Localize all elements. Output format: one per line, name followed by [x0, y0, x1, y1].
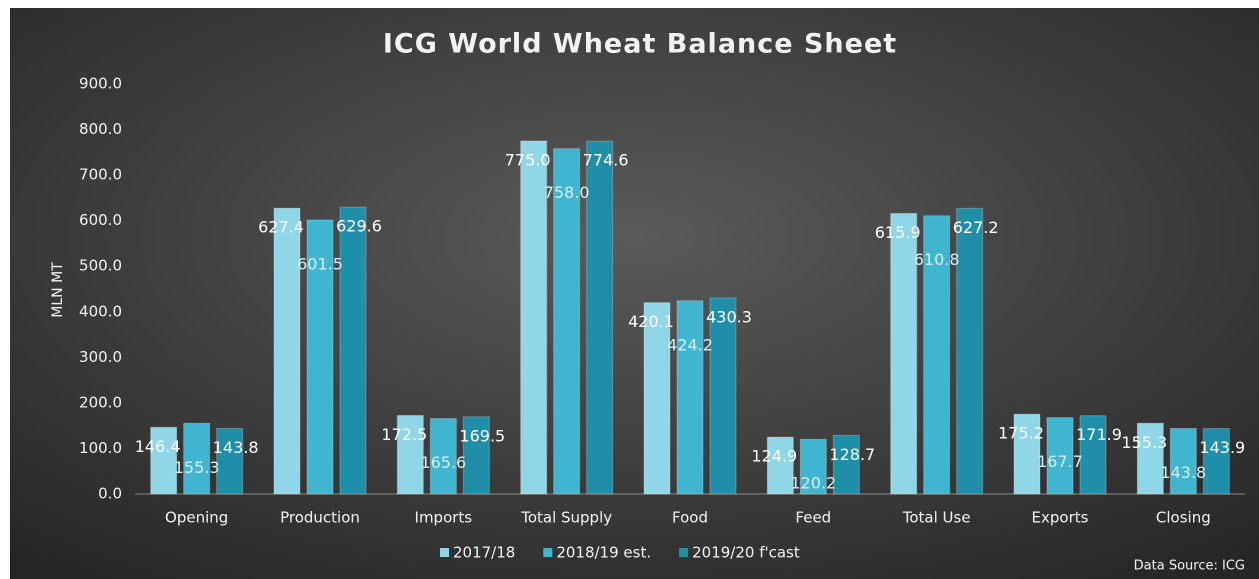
data-label: 155.3 — [174, 458, 220, 477]
legend-label: 2017/18 — [453, 544, 515, 562]
data-label: 420.1 — [628, 312, 674, 331]
data-label: 629.6 — [336, 217, 382, 236]
bar — [462, 416, 490, 495]
data-label: 171.9 — [1076, 425, 1122, 444]
data-label: 167.7 — [1037, 452, 1083, 471]
bar — [956, 207, 984, 495]
bar — [216, 427, 244, 495]
bar — [799, 438, 827, 495]
x-tick-label: Closing — [1156, 509, 1211, 527]
data-label: 615.9 — [875, 223, 921, 242]
data-label: 143.8 — [213, 438, 259, 457]
x-tick-label: Exports — [1032, 509, 1089, 527]
legend-swatch — [440, 548, 449, 557]
bar — [832, 434, 860, 495]
bar — [183, 422, 211, 495]
bar — [676, 300, 704, 495]
data-label: 155.3 — [1121, 433, 1167, 452]
bar — [273, 207, 301, 495]
legend-swatch — [679, 548, 689, 557]
bar — [339, 206, 367, 495]
x-tick-label: Total Use — [902, 509, 971, 527]
data-label: 169.5 — [459, 426, 505, 445]
bar — [643, 302, 671, 495]
legend-label: 2019/20 f'cast — [692, 544, 800, 562]
bar — [306, 219, 334, 495]
data-label: 774.6 — [583, 151, 629, 170]
bar — [586, 140, 614, 495]
y-tick-label: 600.0 — [79, 211, 122, 229]
data-label: 146.4 — [135, 437, 181, 456]
data-label: 124.9 — [751, 447, 797, 466]
y-tick-label: 500.0 — [79, 257, 122, 275]
bar — [1013, 413, 1041, 495]
y-tick-label: 100.0 — [79, 439, 122, 457]
bar — [766, 436, 794, 495]
x-tick-label: Opening — [165, 509, 228, 527]
bar — [1169, 427, 1197, 495]
y-tick-label: 800.0 — [79, 120, 122, 138]
data-label: 430.3 — [706, 307, 752, 326]
x-tick-label: Feed — [795, 509, 831, 527]
y-tick-label: 200.0 — [79, 393, 122, 411]
data-label: 165.6 — [420, 453, 466, 472]
bar — [150, 426, 178, 495]
bar — [923, 215, 951, 495]
bar — [553, 148, 581, 495]
bar — [396, 414, 424, 495]
y-tick-label: 900.0 — [79, 75, 122, 93]
data-label: 143.9 — [1199, 438, 1245, 457]
data-label: 128.7 — [829, 445, 875, 464]
x-tick-label: Total Supply — [520, 509, 612, 527]
y-tick-label: 300.0 — [79, 348, 122, 366]
bar — [1202, 427, 1230, 495]
data-label: 627.4 — [258, 218, 304, 237]
y-tick-label: 0.0 — [98, 485, 122, 503]
x-tick-label: Food — [672, 509, 708, 527]
data-label: 172.5 — [381, 425, 427, 444]
data-label: 775.0 — [505, 150, 551, 169]
data-label: 424.2 — [667, 335, 713, 354]
data-label: 627.2 — [953, 218, 999, 237]
legend-label: 2018/19 est. — [556, 544, 651, 562]
y-tick-label: 400.0 — [79, 302, 122, 320]
data-label: 758.0 — [544, 183, 590, 202]
bar — [429, 418, 457, 495]
legend-swatch — [543, 548, 553, 557]
data-label: 610.8 — [914, 250, 960, 269]
source-note: Data Source: ICG — [1134, 559, 1245, 574]
bar — [1079, 415, 1107, 495]
chart-title: ICG World Wheat Balance Sheet — [383, 29, 897, 60]
data-label: 120.2 — [790, 474, 836, 493]
x-tick-label: Production — [280, 509, 360, 527]
bar — [709, 297, 737, 495]
bar — [520, 140, 548, 495]
y-axis-label: MLN MT — [50, 262, 66, 318]
y-tick-label: 700.0 — [79, 166, 122, 184]
data-label: 143.8 — [1160, 463, 1206, 482]
bar — [1046, 417, 1074, 495]
data-label: 175.2 — [998, 424, 1044, 443]
bar — [890, 212, 918, 495]
x-tick-label: Imports — [415, 509, 473, 527]
data-label: 601.5 — [297, 254, 343, 273]
bar — [1136, 422, 1164, 495]
